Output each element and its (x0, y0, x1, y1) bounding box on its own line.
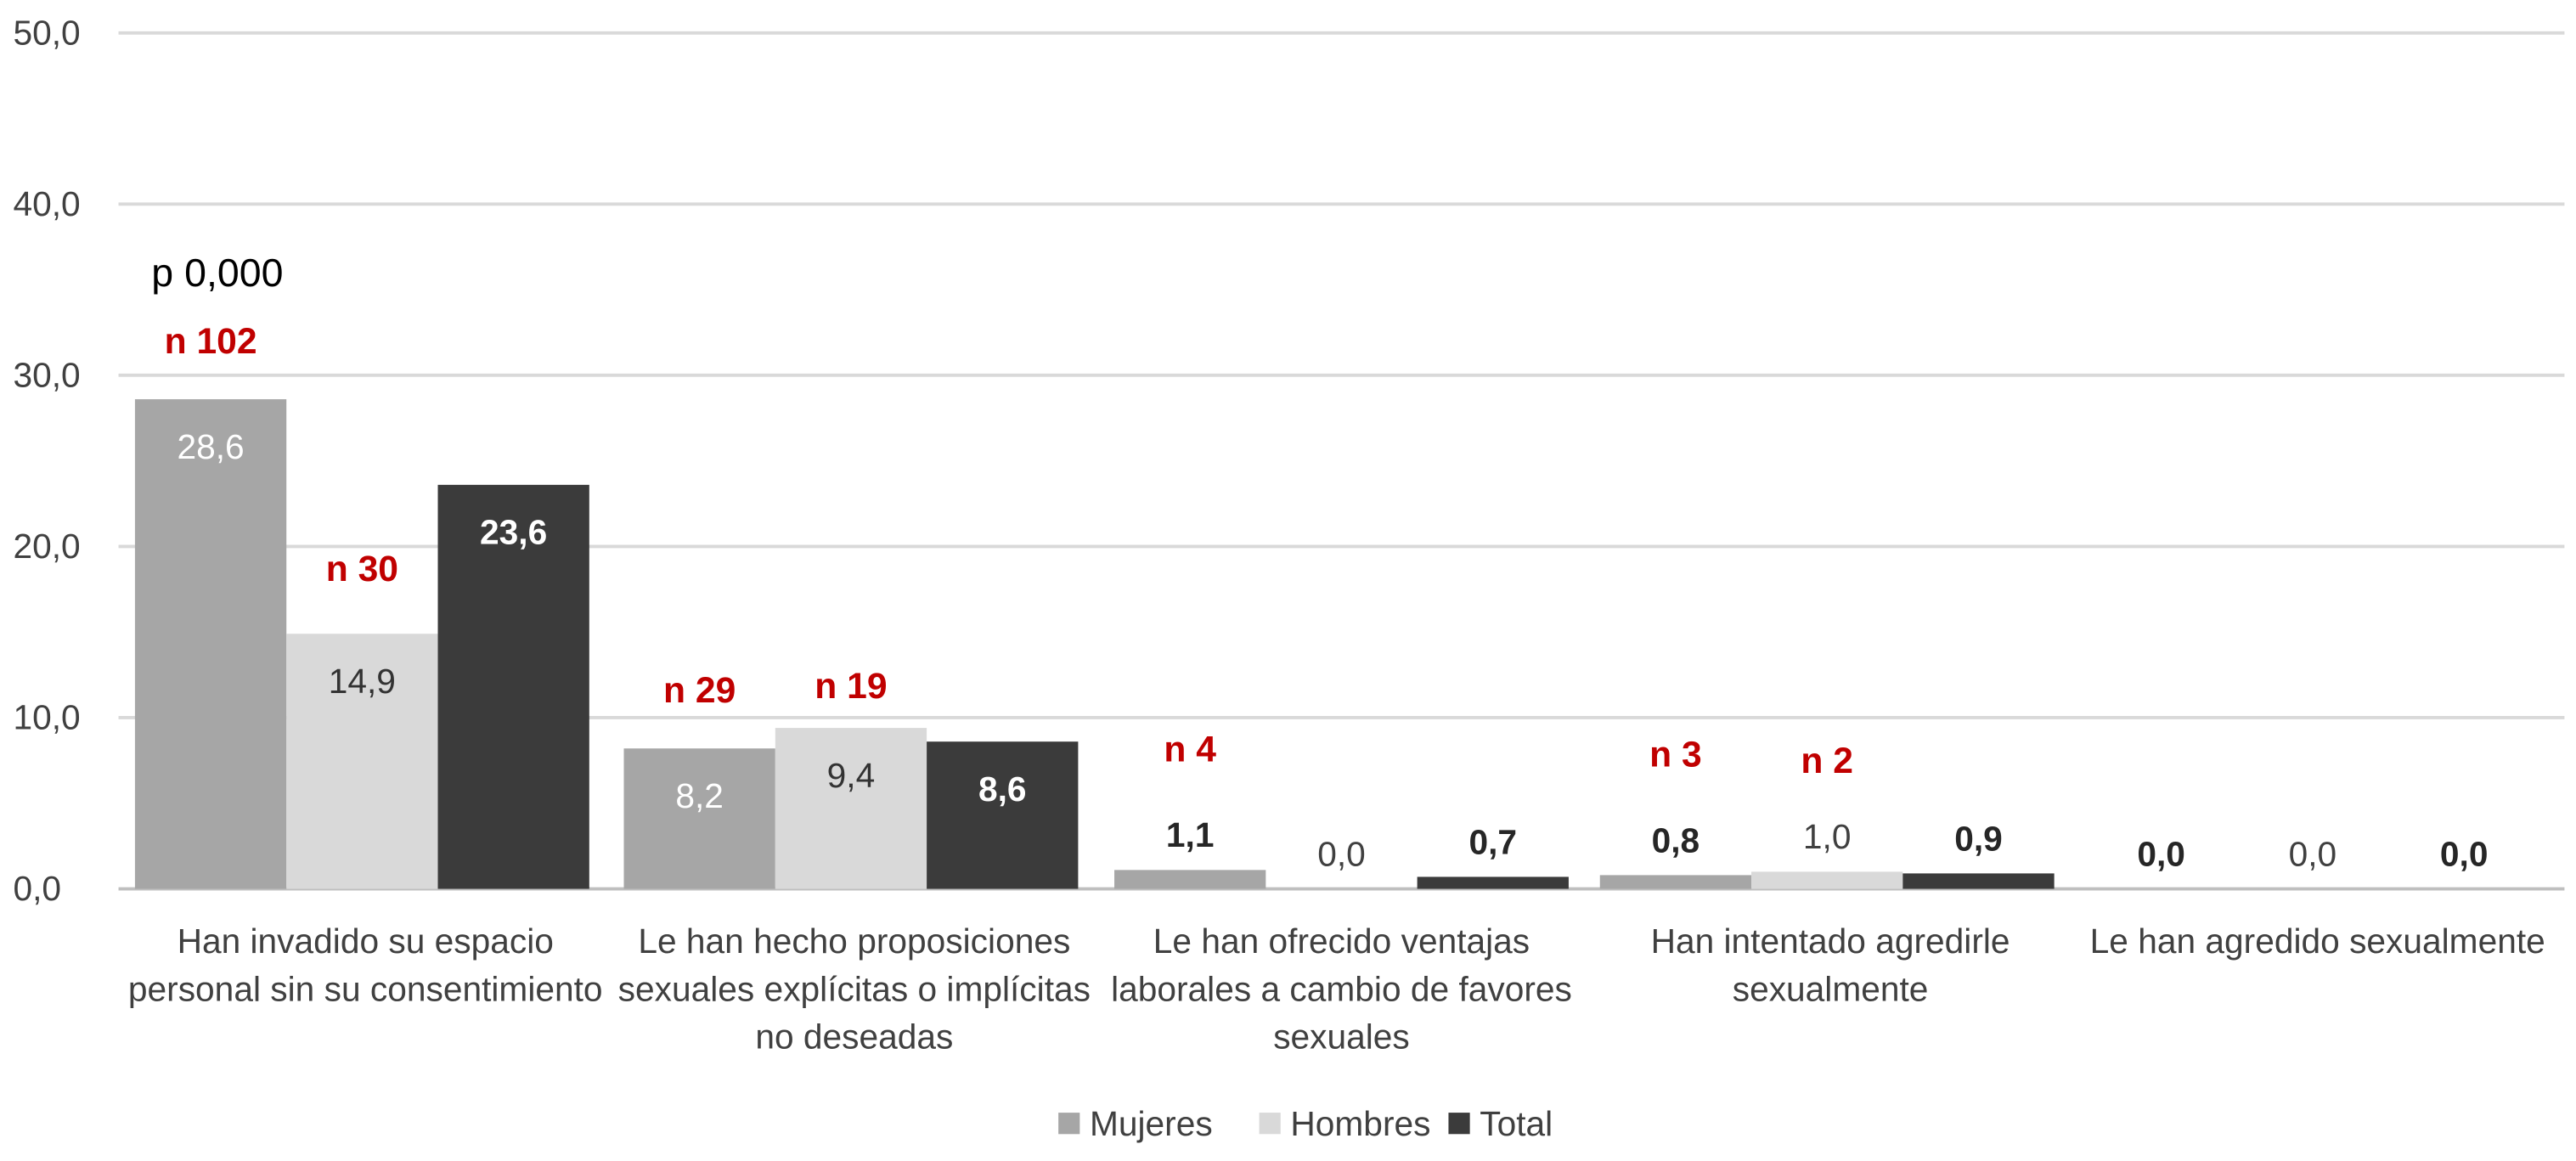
bar-value-label: 1,1 (1166, 815, 1215, 854)
y-tick-label: 20,0 (14, 527, 81, 566)
legend-swatch (1058, 1113, 1080, 1135)
legend-label: Mujeres (1090, 1104, 1213, 1143)
category-label: Le han hecho proposiciones (638, 921, 1070, 961)
n-count-annotation: n 2 (1801, 741, 1853, 781)
legend-label: Hombres (1290, 1104, 1430, 1143)
bar-value-label: 0,8 (1652, 820, 1700, 859)
y-tick-label: 40,0 (14, 184, 81, 223)
bars (134, 399, 2055, 889)
bar-value-label: 8,6 (978, 769, 1027, 809)
n-count-annotation: n 102 (165, 321, 257, 362)
bar (1599, 875, 1752, 889)
annotations: p 0,000 n 102 n 30 n 29 n 19 n 4 n 3 n 2 (151, 251, 1853, 781)
bar-value-label: 0,0 (2289, 834, 2337, 873)
n-count-annotation: n 30 (326, 549, 398, 589)
n-count-annotation: n 4 (1164, 729, 1216, 769)
category-label: laborales a cambio de favores (1111, 969, 1572, 1008)
category-label: Han intentado agredirle (1651, 921, 2010, 961)
bar (1751, 871, 1903, 889)
y-axis-tick-labels: 0,0 10,0 20,0 30,0 40,0 50,0 (14, 13, 81, 908)
bar-value-label: 28,6 (177, 427, 244, 466)
bar (1114, 870, 1266, 889)
bar-value-label: 9,4 (827, 756, 876, 795)
bar (437, 484, 589, 889)
category-label: sexualmente (1733, 969, 1929, 1008)
bar (927, 741, 1079, 889)
bar-value-label: 0,0 (2440, 834, 2489, 873)
bar (134, 399, 287, 889)
y-tick-label: 30,0 (14, 355, 81, 394)
category-label: no deseadas (755, 1017, 953, 1057)
category-label: Le han ofrecido ventajas (1153, 921, 1530, 961)
bar-value-label: 14,9 (329, 662, 396, 701)
n-count-annotation: n 3 (1649, 734, 1702, 775)
bar (286, 634, 438, 889)
bar (775, 728, 927, 889)
legend-swatch (1448, 1113, 1470, 1135)
category-label: Le han agredido sexualmente (2090, 921, 2545, 961)
legend-swatch (1259, 1113, 1281, 1135)
y-tick-label: 0,0 (14, 869, 62, 908)
bar-value-label: 0,9 (1954, 819, 2003, 858)
bar-value-label: 1,0 (1803, 817, 1852, 856)
category-label: sexuales explícitas o implícitas (618, 969, 1091, 1008)
n-count-annotation: n 19 (815, 666, 887, 707)
n-count-annotation: n 29 (663, 670, 736, 711)
bar (623, 748, 775, 889)
legend: Mujeres Hombres Total (1058, 1104, 1553, 1143)
legend-label: Total (1480, 1104, 1553, 1143)
bar-value-label: 23,6 (480, 513, 547, 552)
category-label: personal sin su consentimiento (128, 969, 603, 1008)
bar-value-labels: 28,6 8,2 1,1 0,8 0,0 14,9 9,4 0,0 1,0 0,0 23,6 8,6 0… (177, 427, 2488, 874)
category-label: sexuales (1273, 1017, 1410, 1057)
bar-value-label: 0,0 (1317, 834, 1366, 873)
bar (1417, 876, 1569, 889)
bar-value-label: 8,2 (675, 776, 724, 815)
x-axis-category-labels: Han invadido su espacio personal sin su c… (128, 921, 2545, 1056)
y-tick-label: 10,0 (14, 698, 81, 737)
p-value-annotation: p 0,000 (151, 251, 283, 295)
category-label: Han invadido su espacio (178, 921, 554, 961)
bar-value-label: 0,0 (2137, 834, 2185, 873)
bar (1902, 873, 2055, 889)
y-tick-label: 50,0 (14, 13, 81, 52)
bar-value-label: 0,7 (1469, 822, 1518, 861)
